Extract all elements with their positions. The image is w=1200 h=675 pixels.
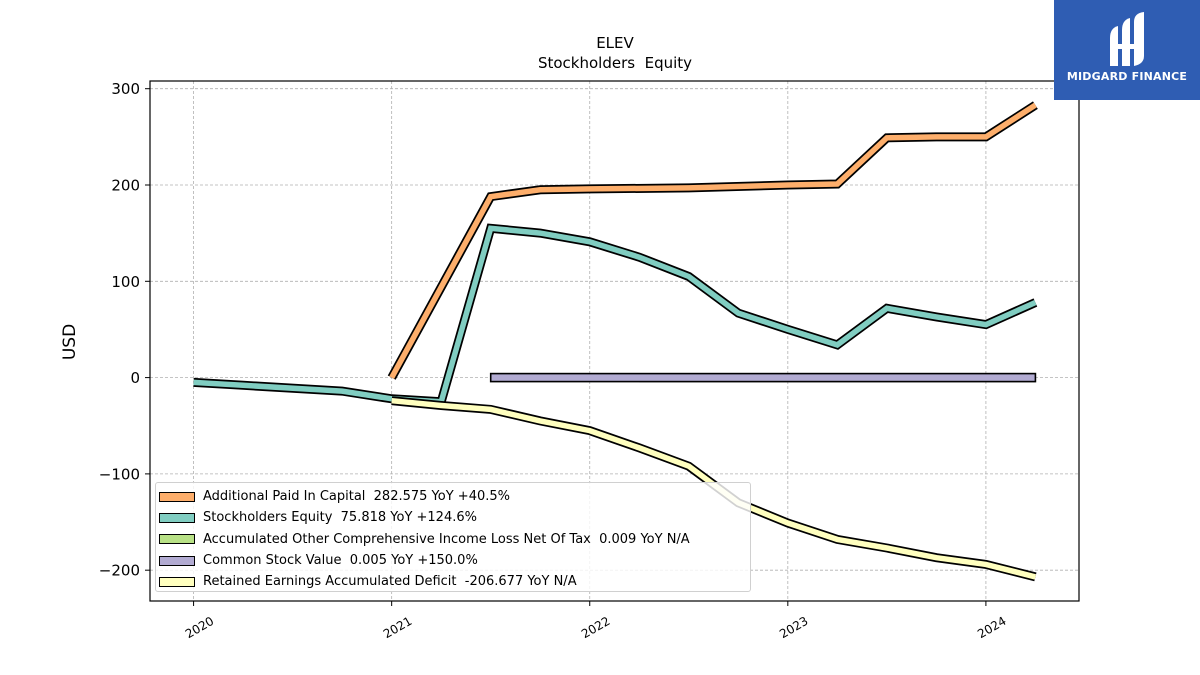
legend-label: Additional Paid In Capital 282.575 YoY +… <box>203 489 510 505</box>
series-stockholders-equity <box>193 223 1038 407</box>
legend-swatch <box>159 576 195 587</box>
legend-label: Accumulated Other Comprehensive Income L… <box>203 531 690 547</box>
y-axis-label: USD <box>60 324 80 360</box>
legend-item: Additional Paid In Capital 282.575 YoY +… <box>159 486 750 507</box>
series-line <box>193 225 1037 405</box>
legend-swatch <box>159 555 195 566</box>
legend-swatch <box>159 534 195 545</box>
y-tick-label: −200 <box>99 562 140 580</box>
x-tick-label: 2021 <box>381 614 414 641</box>
midgard-logo: MIDGARD FINANCE <box>1054 0 1200 100</box>
legend-label: Common Stock Value 0.005 YoY +150.0% <box>203 553 478 569</box>
series-common-stock-value <box>489 372 1037 383</box>
grid <box>150 81 1079 601</box>
chart-legend: Additional Paid In Capital 282.575 YoY +… <box>155 482 751 592</box>
x-tick-label: 2022 <box>579 614 612 641</box>
legend-swatch <box>159 491 195 502</box>
logo-text: MIDGARD FINANCE <box>1066 70 1188 83</box>
legend-item: Common Stock Value 0.005 YoY +150.0% <box>159 550 750 571</box>
x-tick-label: 2020 <box>183 614 216 641</box>
series-band <box>489 372 1037 383</box>
midgard-logo-icon <box>1110 12 1144 66</box>
legend-label: Stockholders Equity 75.818 YoY +124.6% <box>203 510 477 526</box>
series-additional-paid-in-capital <box>387 101 1038 380</box>
legend-swatch <box>159 512 195 523</box>
x-tick-label: 2023 <box>777 614 810 641</box>
legend-label: Retained Earnings Accumulated Deficit -2… <box>203 574 577 590</box>
series-line <box>389 102 1037 379</box>
y-tick-label: 0 <box>130 369 140 387</box>
y-tick-label: 200 <box>111 177 140 195</box>
y-tick-label: 100 <box>111 273 140 291</box>
chart-subtitle: Stockholders Equity <box>538 54 692 72</box>
plot-frame <box>149 80 1080 602</box>
y-tick-label: 300 <box>111 80 140 98</box>
chart-title: ELEV <box>596 34 634 52</box>
x-tick-label: 2024 <box>975 614 1008 641</box>
legend-item: Retained Earnings Accumulated Deficit -2… <box>159 571 750 592</box>
y-tick-label: −100 <box>99 465 140 483</box>
legend-item: Stockholders Equity 75.818 YoY +124.6% <box>159 507 750 528</box>
legend-item: Accumulated Other Comprehensive Income L… <box>159 529 750 550</box>
